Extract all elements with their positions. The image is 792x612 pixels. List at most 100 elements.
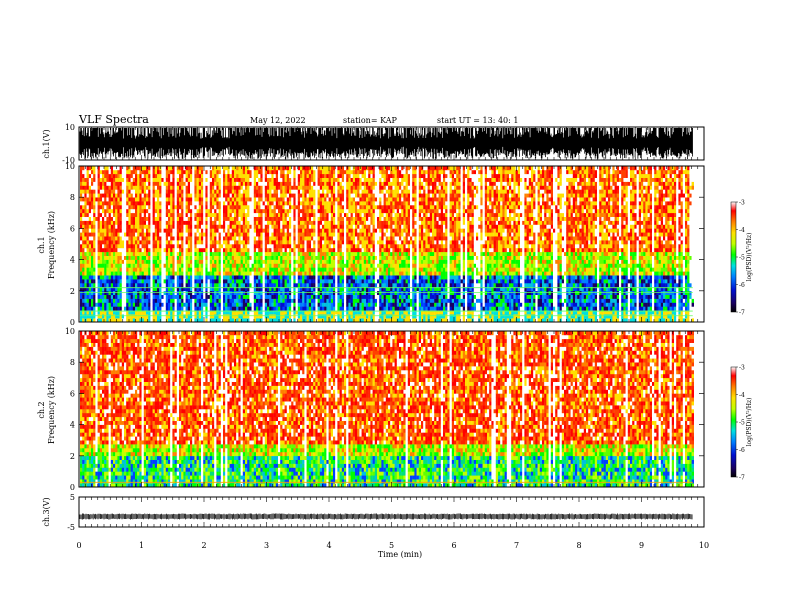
spectrogram-cell	[157, 216, 160, 221]
spectrogram-cell	[339, 302, 342, 307]
spectrogram-cell	[124, 306, 127, 311]
spectrogram-cell	[148, 185, 151, 190]
spectrogram-cell	[150, 236, 153, 241]
spectrogram-cell	[337, 271, 340, 276]
spectrogram-cell	[157, 236, 160, 241]
spectrogram-cell	[201, 205, 204, 210]
spectrogram-cell	[335, 173, 338, 178]
spectrogram-cell	[130, 208, 133, 214]
spectrogram-cell	[168, 236, 171, 241]
spectrogram-cell	[141, 271, 144, 276]
spectrogram-cell	[86, 247, 89, 253]
spectrogram-cell	[84, 212, 87, 217]
figure-title: VLF Spectra	[78, 113, 149, 126]
spectrogram-cell	[108, 216, 111, 221]
spectrogram-cell	[104, 251, 107, 256]
spectrogram-cell	[121, 228, 125, 233]
y-tick-label: 10	[65, 123, 75, 132]
spectrogram-cell	[302, 302, 305, 307]
spectrogram-cell	[328, 275, 331, 280]
spectrogram-cell	[207, 166, 210, 171]
spectrogram-cell	[152, 197, 155, 202]
spectrogram-cell	[273, 267, 276, 272]
spectrogram-cell	[126, 244, 129, 249]
spectrogram-cell	[337, 283, 340, 288]
spectrogram-cell	[95, 306, 98, 311]
spectrogram-cell	[236, 224, 239, 229]
spectrogram-cell	[234, 244, 237, 249]
spectrogram-cell	[176, 205, 180, 210]
spectrogram-cell	[139, 314, 142, 319]
spectrogram-cell	[132, 173, 136, 178]
spectrogram-cell	[242, 197, 246, 202]
spectrogram-cell	[179, 271, 182, 276]
spectrogram-cell	[335, 169, 338, 175]
spectrogram-cell	[212, 224, 215, 229]
spectrogram-cell	[278, 279, 281, 284]
spectrogram-cell	[271, 236, 274, 241]
spectrogram-cell	[229, 205, 232, 210]
spectrogram-cell	[91, 314, 94, 319]
spectrogram-cell	[315, 279, 318, 284]
spectrogram-cell	[326, 267, 329, 272]
spectrogram-cell	[335, 208, 338, 214]
spectrogram-cell	[106, 181, 109, 186]
spectrogram-cell	[124, 318, 127, 323]
spectrogram-cell	[91, 294, 94, 299]
spectrogram-cell	[132, 251, 136, 256]
spectrogram-cell	[291, 247, 294, 253]
spectrogram-cell	[132, 286, 136, 292]
spectrogram-cell	[172, 263, 175, 268]
spectrogram-cell	[102, 283, 105, 288]
spectrogram-cell	[161, 302, 164, 307]
spectrogram-cell	[304, 294, 307, 299]
spectrogram-cell	[300, 177, 303, 182]
spectrogram-cell	[304, 185, 307, 190]
spectrogram-cell	[333, 177, 336, 182]
spectrogram-cell	[258, 189, 261, 194]
spectrogram-cell	[176, 216, 180, 221]
spectrogram-cell	[335, 302, 338, 307]
spectrogram-cell	[99, 185, 103, 190]
spectrogram-cell	[168, 290, 171, 295]
spectrogram-cell	[203, 259, 206, 264]
spectrogram-cell	[297, 251, 301, 256]
spectrogram-cell	[196, 298, 199, 303]
spectrogram-cell	[187, 169, 191, 175]
spectrogram-cell	[192, 302, 195, 307]
spectrogram-cell	[328, 169, 331, 175]
spectrogram-cell	[245, 185, 248, 190]
spectrogram-cell	[269, 232, 272, 237]
spectrogram-cell	[247, 236, 250, 241]
spectrogram-cell	[317, 244, 320, 249]
spectrogram-cell	[130, 290, 133, 295]
spectrogram-cell	[212, 294, 215, 299]
spectrogram-cell	[154, 298, 158, 303]
spectrogram-cell	[159, 181, 162, 186]
spectrogram-cell	[227, 181, 230, 186]
spectrogram-cell	[267, 294, 270, 299]
spectrogram-cell	[148, 302, 151, 307]
spectrogram-cell	[322, 228, 325, 233]
spectrogram-cell	[97, 267, 100, 272]
spectrogram-cell	[198, 251, 202, 256]
spectrogram-cell	[179, 244, 182, 249]
spectrogram-cell	[205, 259, 208, 264]
spectrogram-cell	[148, 247, 151, 253]
spectrogram-cell	[306, 185, 309, 190]
spectrogram-cell	[330, 310, 334, 315]
spectrogram-cell	[201, 181, 204, 186]
spectrogram-cell	[284, 302, 287, 307]
spectrogram-cell	[293, 208, 296, 214]
spectrogram-cell	[273, 189, 276, 194]
spectrogram-cell	[311, 244, 314, 249]
spectrogram-cell	[95, 310, 98, 315]
spectrogram-cell	[330, 181, 334, 186]
spectrogram-cell	[161, 279, 164, 284]
spectrogram-cell	[115, 279, 118, 284]
spectrogram-cell	[121, 173, 125, 178]
spectrogram-cell	[335, 259, 338, 264]
spectrogram-cell	[295, 212, 298, 217]
spectrogram-cell	[308, 279, 312, 284]
spectrogram-cell	[262, 302, 265, 307]
